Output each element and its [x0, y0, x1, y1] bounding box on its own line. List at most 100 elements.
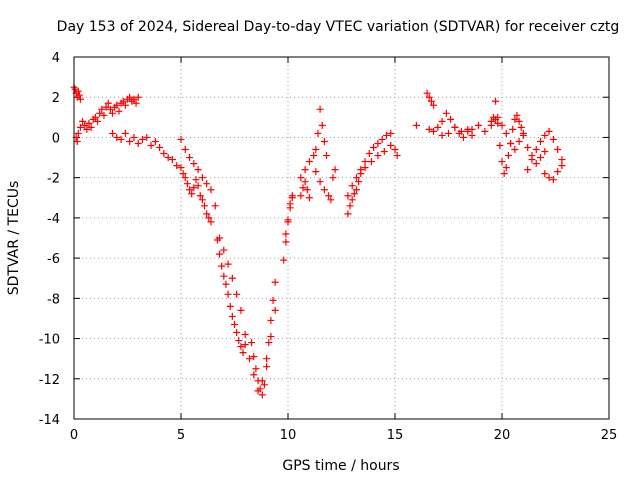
data-point [237, 306, 245, 314]
data-point [445, 129, 452, 137]
data-point [301, 166, 309, 174]
data-point [74, 87, 82, 95]
data-point [299, 184, 307, 192]
data-point [216, 250, 224, 258]
data-point [188, 190, 196, 198]
data-point [94, 117, 102, 125]
data-point [459, 133, 467, 141]
data-point [393, 152, 401, 160]
data-point [143, 133, 151, 141]
data-point [271, 306, 279, 314]
data-point [494, 119, 502, 127]
data-point [316, 105, 324, 113]
data-point [517, 123, 525, 131]
data-point [312, 168, 320, 176]
data-point [177, 135, 185, 143]
data-point [425, 125, 433, 133]
data-point [509, 125, 517, 133]
data-point [220, 246, 228, 254]
data-point [310, 152, 318, 160]
data-point [318, 121, 326, 129]
data-point [327, 196, 335, 204]
data-point [126, 137, 134, 145]
x-tick-label: 10 [280, 428, 297, 443]
x-tick-label: 25 [601, 428, 618, 443]
x-axis-title: GPS time / hours [282, 458, 399, 474]
data-point [76, 95, 84, 103]
data-point [348, 196, 356, 204]
data-point [192, 176, 200, 184]
data-point [207, 218, 215, 226]
data-point [190, 160, 198, 168]
data-point [267, 333, 275, 341]
data-point [434, 123, 442, 131]
data-point [151, 137, 159, 145]
data-point [87, 123, 95, 131]
y-tick-label: -6 [47, 252, 60, 267]
data-point [554, 146, 562, 154]
data-point [258, 391, 266, 399]
data-point [211, 202, 219, 210]
data-point [194, 182, 202, 190]
data-point [387, 129, 395, 137]
data-point [76, 123, 84, 131]
data-point [348, 182, 356, 190]
data-point [203, 210, 211, 218]
data-point [194, 166, 202, 174]
data-point [267, 316, 275, 324]
data-point [504, 152, 512, 160]
y-tick-label: -12 [39, 373, 60, 388]
data-point [513, 111, 521, 119]
data-point [241, 341, 249, 349]
data-point [382, 131, 390, 139]
data-point [545, 174, 553, 182]
data-point [181, 146, 189, 154]
grid [74, 57, 609, 419]
data-point [286, 200, 294, 208]
data-point [357, 166, 365, 174]
data-point [541, 148, 549, 156]
data-point [498, 158, 506, 166]
data-point [258, 377, 266, 385]
data-point [320, 186, 328, 194]
data-point [346, 202, 354, 210]
data-point [352, 186, 360, 194]
data-point [198, 174, 206, 182]
data-point [361, 164, 369, 172]
data-point [134, 139, 142, 147]
data-point [524, 166, 532, 174]
data-point [297, 174, 305, 182]
data-point [515, 117, 523, 125]
data-point [228, 312, 236, 320]
data-point [235, 337, 243, 345]
data-point [391, 146, 399, 154]
data-point [79, 117, 87, 125]
data-point [85, 119, 93, 127]
data-point [282, 238, 290, 246]
data-point [102, 103, 110, 111]
data-point [113, 101, 121, 109]
data-point [181, 174, 189, 182]
data-point [314, 129, 322, 137]
data-point [198, 196, 206, 204]
data-point [380, 148, 388, 156]
y-tick-label: 2 [52, 91, 60, 106]
ticks [73, 56, 610, 420]
data-point [231, 320, 238, 328]
data-point [288, 194, 296, 202]
data-point [331, 166, 339, 174]
data-point [280, 256, 288, 264]
data-point [83, 125, 91, 133]
data-point [121, 101, 129, 109]
data-point [301, 178, 309, 186]
data-point [355, 178, 363, 186]
data-point [427, 97, 435, 105]
data-point [558, 156, 566, 164]
data-point [226, 302, 234, 310]
data-point [109, 109, 117, 117]
data-point [511, 146, 519, 154]
data-point [374, 152, 382, 160]
data-point [305, 158, 313, 166]
data-point [487, 121, 495, 129]
data-point [168, 156, 176, 164]
